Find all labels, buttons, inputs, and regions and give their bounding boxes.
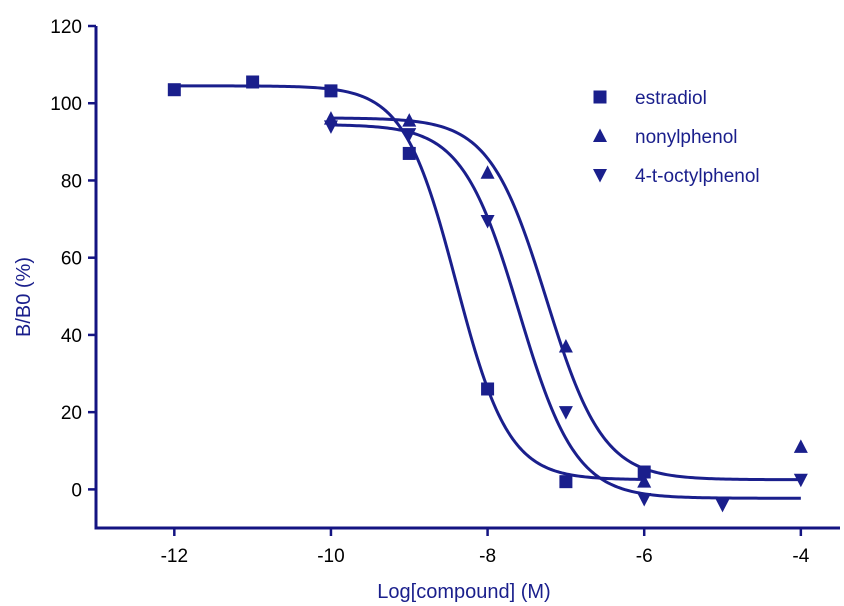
y-tick-label: 0 xyxy=(71,480,82,501)
data-point-nonylphenol xyxy=(558,339,573,353)
data-point-estradiol xyxy=(324,84,338,98)
data-point-estradiol xyxy=(246,75,260,89)
x-tick-label: -12 xyxy=(161,546,188,567)
data-points xyxy=(167,75,808,513)
legend: estradiol nonylphenol 4-t-octylphenol xyxy=(593,88,760,187)
data-point-4-t-octylphenol xyxy=(402,128,417,142)
y-tick-label: 100 xyxy=(50,94,82,115)
x-tick-label: -8 xyxy=(479,546,496,567)
data-point-4-t-octylphenol xyxy=(558,406,573,420)
data-point-4-t-octylphenol xyxy=(480,215,495,229)
data-point-estradiol xyxy=(637,465,651,479)
legend-marker-estradiol xyxy=(593,90,607,104)
data-point-estradiol xyxy=(402,146,416,160)
fit-curve-estradiol xyxy=(174,84,645,481)
data-point-4-t-octylphenol xyxy=(637,493,652,507)
x-axis-ticks: -12 -10 -8 -6 -4 xyxy=(161,528,810,567)
y-tick-label: 80 xyxy=(61,171,82,192)
data-point-estradiol xyxy=(559,475,573,489)
data-point-4-t-octylphenol xyxy=(793,473,808,488)
data-point-4-t-octylphenol xyxy=(323,120,338,134)
x-tick-label: -10 xyxy=(317,546,344,567)
y-tick-label: 120 xyxy=(50,17,82,38)
data-point-estradiol xyxy=(167,83,181,97)
data-point-estradiol xyxy=(481,382,495,396)
data-point-nonylphenol xyxy=(480,165,495,179)
data-point-nonylphenol xyxy=(637,474,652,488)
data-point-4-t-octylphenol xyxy=(715,498,730,513)
legend-marker-nonylphenol xyxy=(593,128,607,142)
x-tick-label: -6 xyxy=(636,546,653,567)
legend-label-4-t-octylphenol: 4-t-octylphenol xyxy=(635,166,760,187)
y-tick-label: 20 xyxy=(61,403,82,424)
data-point-nonylphenol xyxy=(402,113,417,127)
x-axis-title: Log[compound] (M) xyxy=(377,581,550,603)
y-tick-label: 40 xyxy=(61,326,82,347)
axes xyxy=(94,26,840,530)
y-axis-title: B/B0 (%) xyxy=(13,257,35,337)
y-tick-label: 60 xyxy=(61,249,82,270)
legend-label-estradiol: estradiol xyxy=(635,88,707,109)
legend-label-nonylphenol: nonylphenol xyxy=(635,127,737,148)
data-point-nonylphenol xyxy=(793,439,808,453)
y-axis-ticks: 0 20 40 60 80 100 120 xyxy=(50,17,96,501)
legend-marker-4-t-octylphenol xyxy=(593,169,607,183)
x-tick-label: -4 xyxy=(792,546,809,567)
